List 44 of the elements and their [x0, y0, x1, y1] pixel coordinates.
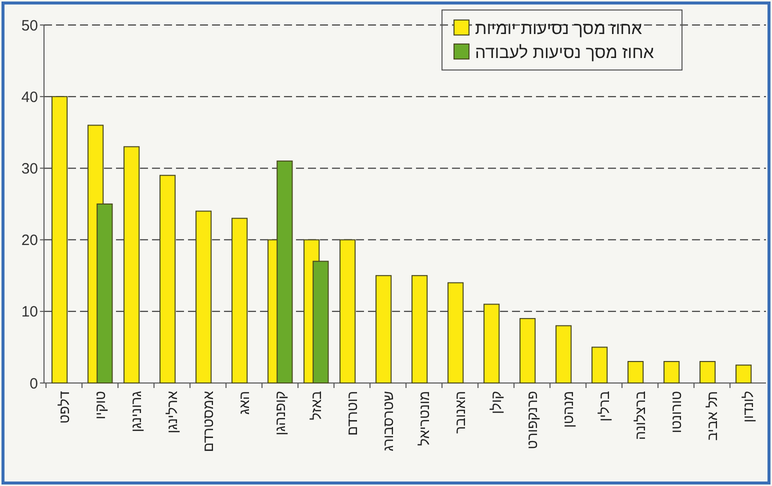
y-tick-label: 30	[21, 160, 38, 178]
bar	[664, 361, 680, 384]
bar	[232, 218, 248, 384]
x-tick-label: מנהטן	[560, 391, 576, 428]
x-tick-label: קולן	[488, 391, 504, 414]
legend-label: אחוז מסך נסיעות לעבודה	[475, 42, 654, 62]
bar	[592, 346, 608, 384]
y-tick-label: 0	[30, 375, 38, 392]
bar	[520, 318, 536, 384]
x-tick-label: תל אביב	[704, 391, 720, 441]
x-tick-label: גרונינגן	[128, 390, 144, 432]
bar	[376, 275, 392, 384]
bar	[448, 282, 464, 384]
bar	[52, 96, 68, 384]
bar	[700, 361, 716, 384]
bar	[196, 210, 212, 384]
x-tick-label: ברצלונה	[632, 391, 648, 440]
x-tick-label: באזל	[308, 391, 324, 420]
y-tick-label: 40	[21, 88, 38, 106]
bar	[412, 275, 428, 384]
x-tick-label: טוקיו	[92, 391, 108, 420]
y-tick-label: 20	[21, 232, 38, 250]
bar	[736, 364, 752, 384]
x-tick-label: שטרסבורג	[380, 391, 396, 452]
y-tick-label: 50	[21, 17, 38, 34]
x-tick-label: האנובר	[452, 391, 468, 434]
x-tick-label: אמסטרדם	[200, 390, 216, 452]
bar	[556, 325, 572, 384]
bar	[628, 361, 644, 384]
x-tick-label: האג	[236, 391, 252, 415]
bar	[160, 174, 176, 384]
x-tick-label: לונדון	[740, 391, 756, 423]
x-tick-label: ארלינגן	[164, 390, 180, 434]
x-tick-label: טורונטו	[668, 391, 684, 434]
x-tick-label: מונטריאל	[416, 391, 432, 446]
bar	[484, 304, 500, 384]
y-tick-label: 10	[21, 304, 38, 321]
bar	[124, 146, 140, 384]
x-tick-label: ברלין	[596, 391, 612, 422]
x-tick-label: קופנהגן	[272, 391, 288, 436]
x-tick-label: דלפט	[56, 390, 72, 424]
x-tick-label: פרנקפורט	[524, 391, 540, 450]
x-tick-label: רוטרדם	[344, 391, 360, 436]
bar	[340, 239, 356, 384]
